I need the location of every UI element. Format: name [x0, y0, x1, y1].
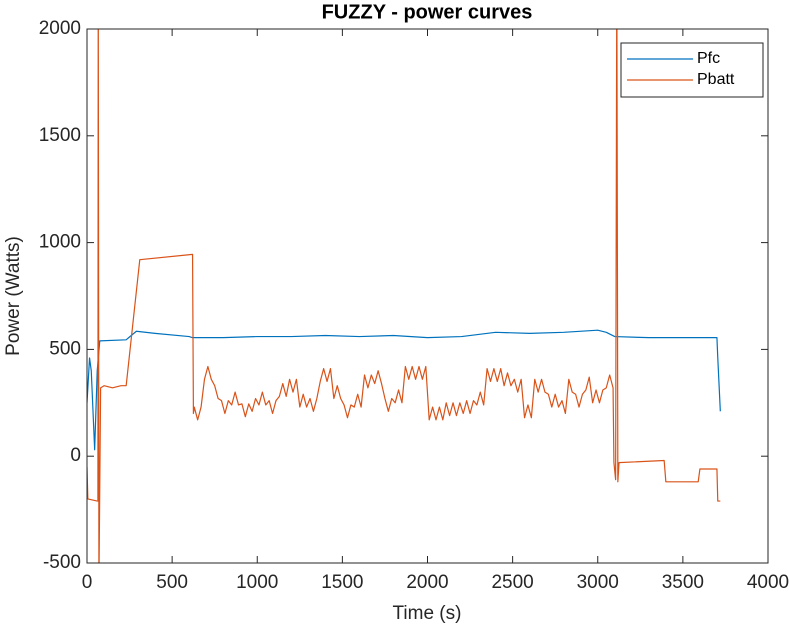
x-tick-label: 2500: [491, 572, 533, 593]
series-line: [87, 329, 721, 451]
x-tick-label: 500: [156, 572, 188, 593]
x-tick-label: 3000: [577, 572, 619, 593]
x-tick-label: 1500: [321, 572, 363, 593]
x-axis-label: Time (s): [393, 603, 462, 624]
y-tick-label: 0: [70, 445, 81, 466]
lines: [87, 29, 721, 563]
x-tick-label: 2000: [406, 572, 448, 593]
y-tick-label: -500: [43, 552, 81, 573]
y-tick-label: 1000: [39, 232, 81, 253]
y-tick-label: 2000: [39, 18, 81, 39]
x-tick-label: 1000: [236, 572, 278, 593]
plot-area: [87, 29, 768, 563]
legend-label: Pbatt: [697, 71, 735, 88]
x-tick-label: 0: [82, 572, 93, 593]
series-line: [87, 29, 721, 563]
chart-title: FUZZY - power curves: [322, 1, 533, 23]
y-axis-label: Power (Watts): [3, 236, 24, 356]
legend-label: Pfc: [697, 50, 720, 67]
x-tick-label: 3500: [662, 572, 704, 593]
legend-box: [620, 42, 764, 98]
x-tick-label: 4000: [747, 572, 789, 593]
y-tick-label: 1500: [39, 125, 81, 146]
y-tick-label: 500: [49, 338, 81, 359]
